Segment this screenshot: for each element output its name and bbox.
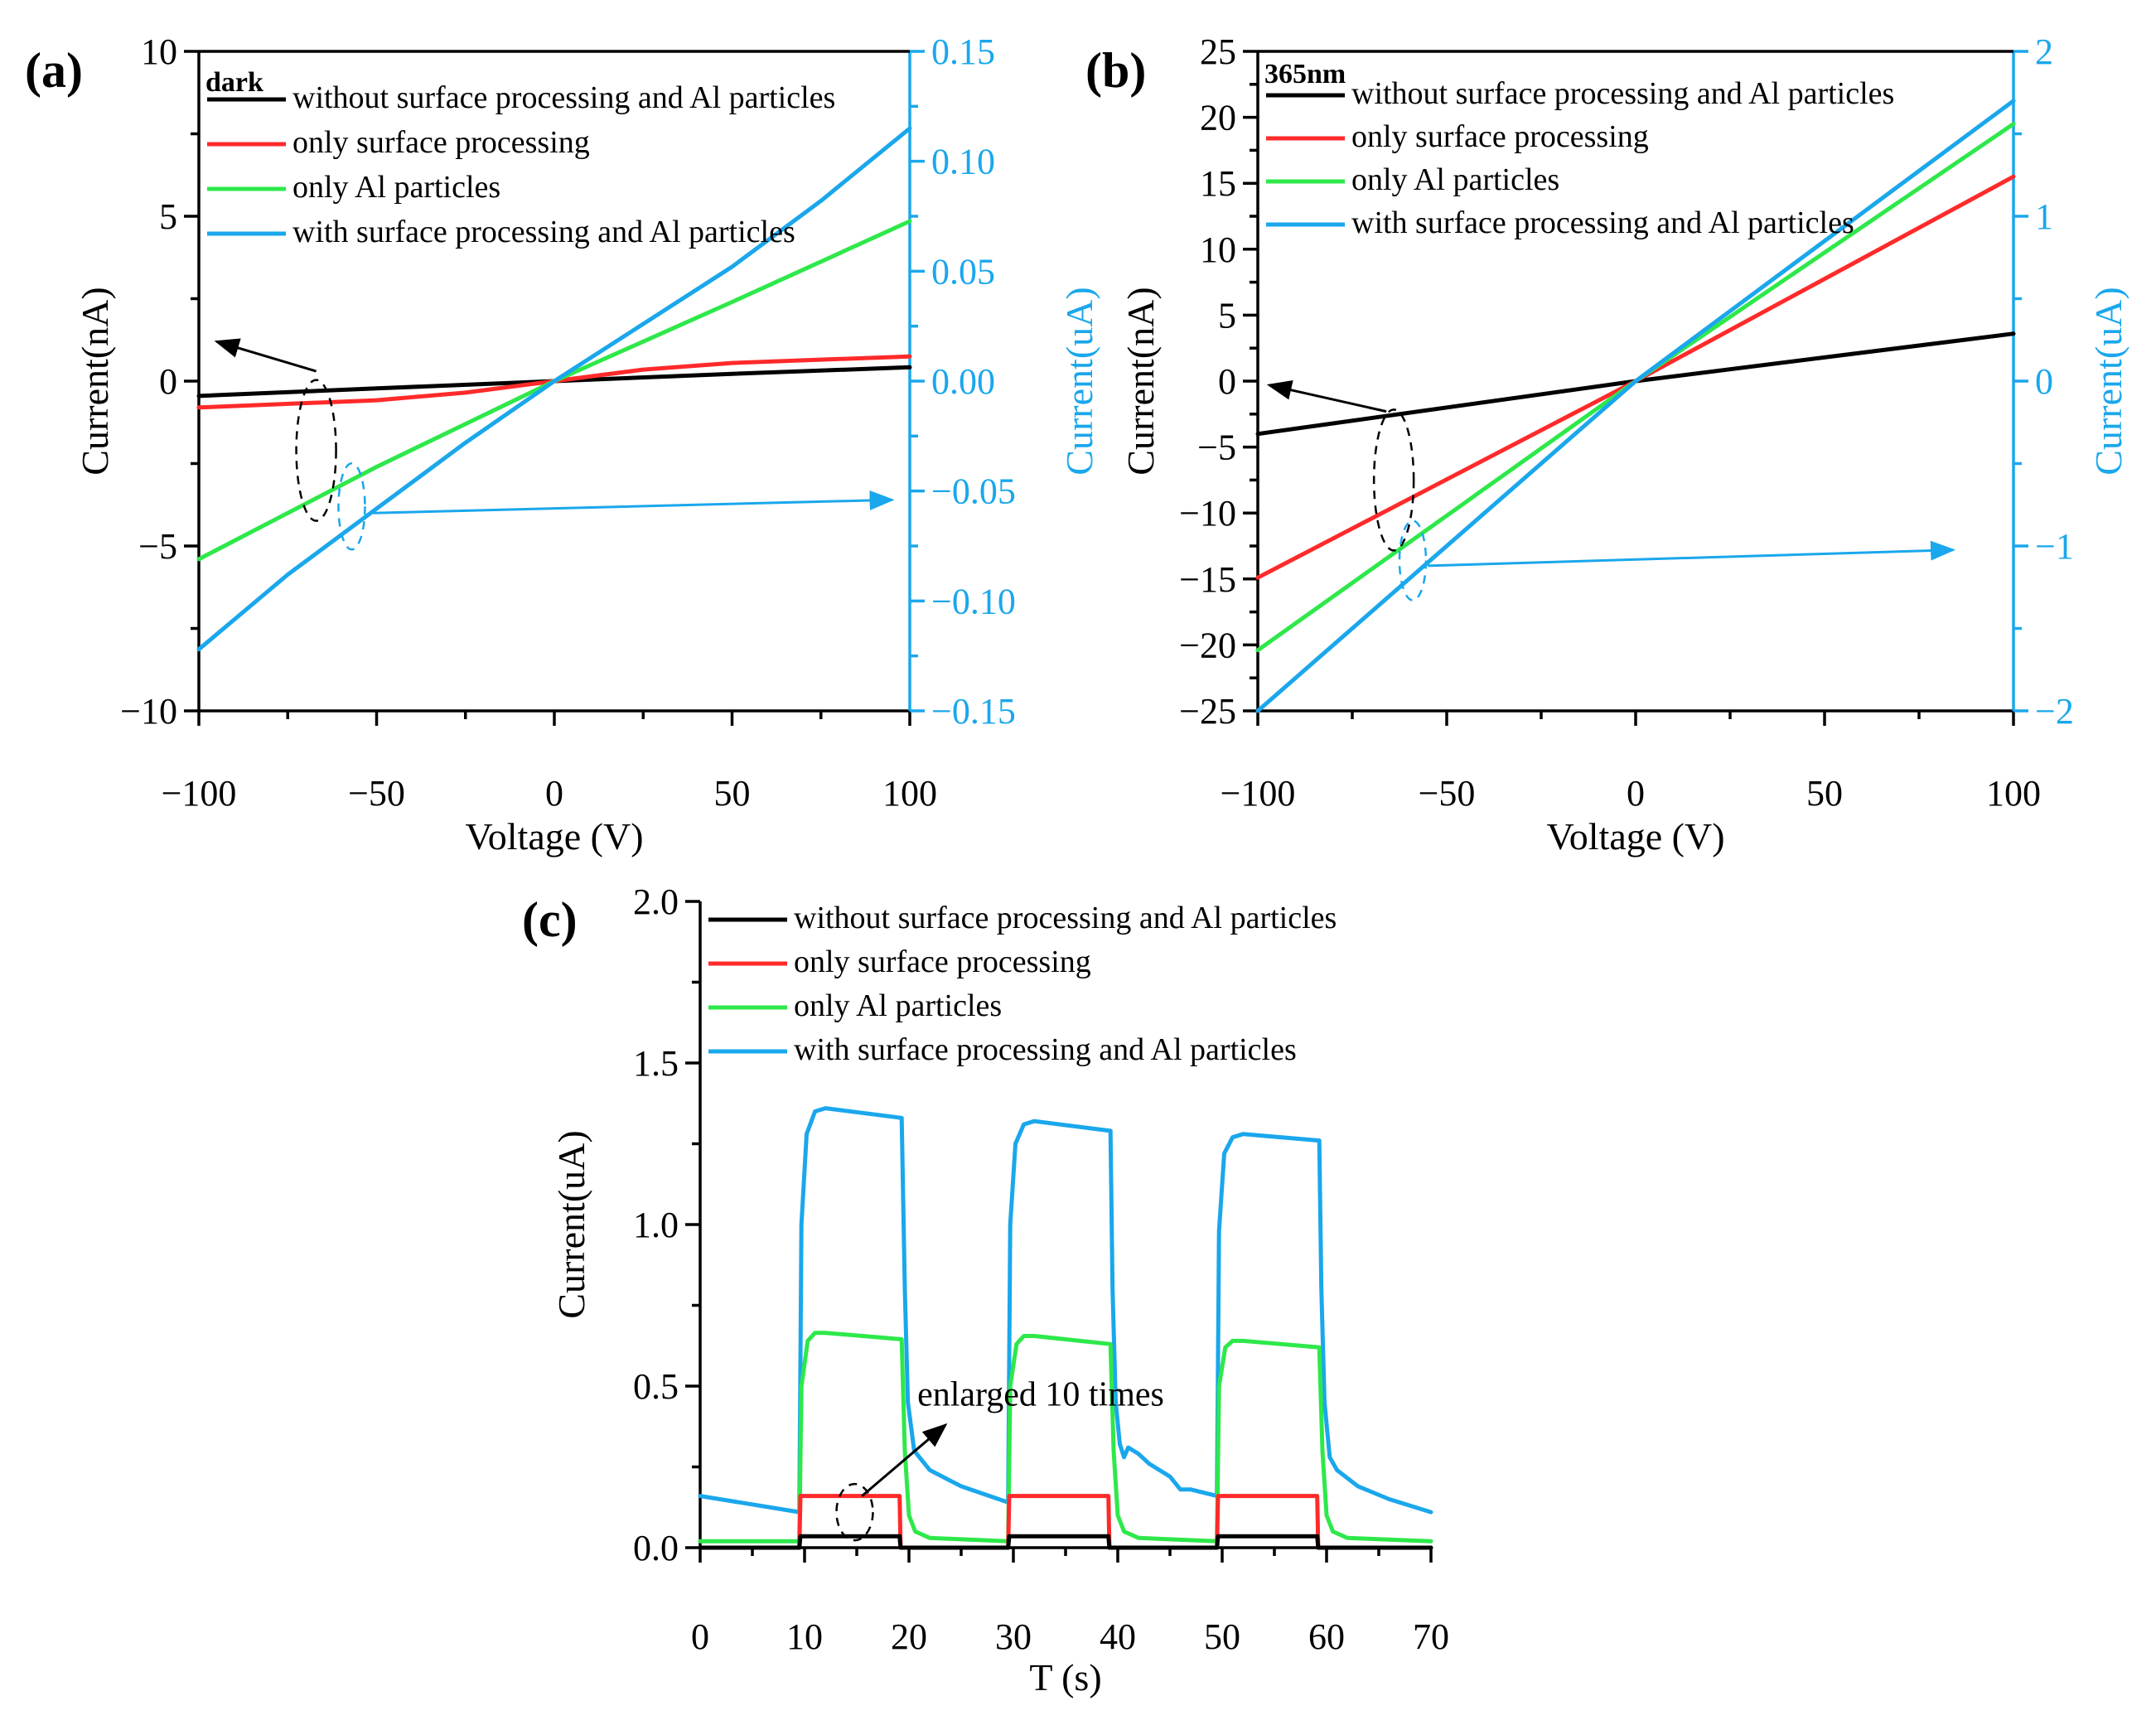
y2-tick-label: −0.15 [931,691,1016,732]
series-line [698,1494,1433,1550]
annotation-arrow [214,338,317,373]
legend-label: without surface processing and Al partic… [1351,76,1894,111]
x-tick-label: 10 [786,1616,823,1657]
y-tick-label: 25 [1200,31,1236,72]
y2-tick-label: 0 [2035,361,2053,402]
legend-label: only Al particles [292,170,500,205]
y2-tick-label: −1 [2035,526,2074,567]
legend-label: only surface processing [794,945,1091,979]
annotation-ellipse [337,461,366,551]
series-line [698,1331,1433,1544]
y-tick-label: 1.5 [633,1043,679,1084]
y2-tick-label: −0.10 [931,581,1016,621]
x-tick-label: −100 [1221,773,1296,814]
annotation-text: enlarged 10 times [917,1375,1164,1413]
panel-2: (c) 0 10 20 30 40 50 60 70 0.0 0.5 1.0 1.5 2.0 T (s) Cu… [522,882,1449,1698]
y2-tick-label: 2 [2035,31,2053,72]
series-line [1255,122,2016,653]
legend-label: only surface processing [1351,119,1649,154]
annotation-arrow [1266,380,1387,413]
x-tick-label: −50 [1419,773,1476,814]
x-tick-label: 20 [891,1616,927,1657]
y-tick-label: −15 [1179,559,1236,600]
panel-label: (b) [1085,43,1146,98]
annotation-arrow [1428,540,1956,568]
y-tick-label: −5 [138,526,177,567]
y2-tick-label: −2 [2035,691,2074,732]
y-tick-label: 2.0 [633,882,679,922]
series-line [698,1534,1433,1550]
plot-title: 365nm [1264,59,1346,89]
x-tick-label: −100 [162,773,237,814]
y2-axis-label: Current(uA) [2087,287,2129,475]
annotation-arrow [373,490,895,515]
y-tick-label: 0 [1218,361,1236,402]
x-tick-label: 60 [1308,1616,1345,1657]
y-tick-label: −25 [1179,691,1236,732]
y-tick-label: 0.0 [633,1528,679,1568]
y-tick-label: 5 [1218,295,1236,336]
y-tick-label: 10 [141,31,177,72]
annotation-ellipse [1372,408,1415,552]
y-tick-label: 20 [1200,98,1236,138]
y2-tick-label: 0.10 [931,142,995,182]
y-axis-label: Current(nA) [1119,287,1162,475]
plot-title: dark [205,67,263,98]
y-axis-label: Current(uA) [550,1130,592,1318]
annotation-ellipse [1398,519,1428,602]
x-tick-label: 50 [714,773,751,814]
legend-label: only surface processing [292,125,590,160]
y2-tick-label: 0.15 [931,31,995,72]
x-tick-label: 0 [691,1616,709,1657]
panel-0: (a)−100 −50 0 50 100−10−50510−0.15−0.10−0.05… [25,31,1100,858]
y2-tick-label: −0.05 [931,471,1016,512]
x-axis-label: T (s) [1029,1656,1101,1698]
y-tick-label: 1.0 [633,1205,679,1245]
x-tick-label: 0 [545,773,563,814]
y-tick-label: 0 [159,361,177,402]
panel-label: (a) [25,43,83,98]
x-axis-label: Voltage (V) [465,815,643,858]
x-tick-label: −50 [348,773,405,814]
x-axis-label: Voltage (V) [1546,815,1724,858]
legend-label: without surface processing and Al partic… [292,80,835,115]
x-tick-label: 30 [995,1616,1032,1657]
y-tick-label: −20 [1179,625,1236,665]
legend-label: with surface processing and Al particles [292,215,795,249]
legend-label: without surface processing and Al partic… [794,901,1337,935]
x-tick-label: 70 [1413,1616,1449,1657]
x-tick-label: 40 [1100,1616,1136,1657]
y2-tick-label: 0.00 [931,361,995,402]
x-tick-label: 100 [1986,773,2041,814]
y-tick-label: 5 [159,196,177,237]
x-tick-label: 50 [1806,773,1843,814]
y-axis-label: Current(nA) [74,287,116,475]
x-tick-label: 100 [882,773,937,814]
y2-tick-label: 1 [2035,196,2053,237]
annotation-ellipse [295,379,337,522]
series-line [196,126,912,652]
annotation-ellipse [835,1482,874,1542]
x-tick-label: 50 [1204,1616,1240,1657]
legend-label: only Al particles [1351,162,1559,197]
y2-axis-label: Current(uA) [1058,287,1100,475]
legend-label: with surface processing and Al particles [794,1032,1297,1067]
y-tick-label: −5 [1197,428,1236,468]
y-tick-label: −10 [1179,493,1236,534]
y2-tick-label: 0.05 [931,251,995,292]
y-tick-label: 10 [1200,229,1236,270]
y-tick-label: −10 [120,691,177,732]
y-tick-label: 0.5 [633,1366,679,1407]
annotation-arrow [861,1423,948,1497]
y-tick-label: 15 [1200,163,1236,204]
series-line [1255,99,2016,713]
legend-label: only Al particles [794,988,1002,1023]
panel-label: (c) [522,892,578,947]
x-tick-label: 0 [1627,773,1645,814]
panel-1: (b)−100 −50 0 50 100−25−20−15−10−50510152025… [1085,31,2129,858]
series-line [698,1106,1433,1515]
legend-label: with surface processing and Al particles [1351,205,1854,240]
